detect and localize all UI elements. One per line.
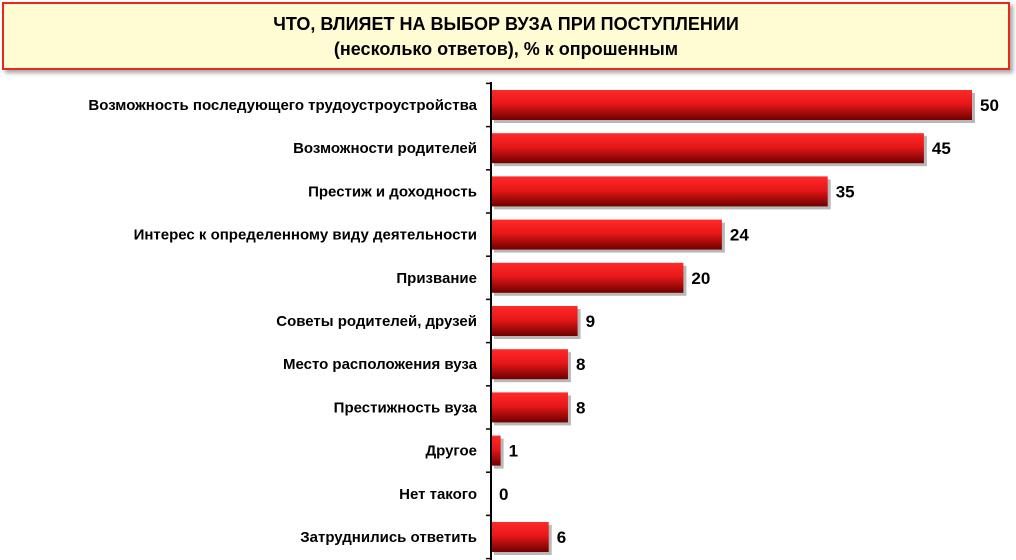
value-label: 8 [576, 398, 585, 417]
chart-subtitle: (несколько ответов), % к опрошенным [333, 39, 679, 59]
value-label: 50 [980, 96, 999, 115]
bar [491, 392, 568, 423]
category-label: Другое [425, 443, 477, 460]
axis-ticks [486, 82, 491, 560]
value-label: 9 [586, 312, 595, 331]
value-label: 20 [691, 269, 710, 288]
bars-layer [491, 90, 975, 555]
value-label: 1 [509, 442, 518, 461]
category-label: Престижность вуза [334, 399, 478, 416]
bar [491, 349, 568, 380]
value-label: 24 [730, 226, 749, 245]
category-label: Нет такого [399, 486, 477, 503]
value-label: 8 [576, 355, 585, 374]
value-label: 6 [557, 528, 566, 547]
bar [491, 176, 828, 207]
bar [491, 90, 972, 120]
category-label: Призвание [396, 270, 477, 287]
category-label: Престиж и доходность [308, 183, 477, 200]
value-label: 0 [499, 485, 508, 504]
category-label: Советы родителей, друзей [276, 313, 477, 330]
bar [491, 262, 684, 293]
category-label: Интерес к определенному виду деятельност… [134, 227, 477, 244]
bar [491, 435, 501, 466]
bar [491, 219, 722, 250]
bar [491, 306, 578, 336]
category-label: Возможности родителей [293, 140, 477, 157]
labels-layer: Возможность последующего трудоустроустро… [88, 96, 999, 547]
category-label: Место расположения вуза [283, 356, 478, 373]
chart-title-box: ЧТО, ВЛИЯЕТ НА ВЫБОР ВУЗА ПРИ ПОСТУПЛЕНИ… [2, 2, 1010, 70]
bar [491, 133, 924, 164]
bar [491, 522, 549, 552]
value-label: 45 [932, 139, 951, 158]
chart-title: ЧТО, ВЛИЯЕТ НА ВЫБОР ВУЗА ПРИ ПОСТУПЛЕНИ… [273, 14, 739, 34]
category-label: Затруднились ответить [300, 529, 477, 546]
value-label: 35 [836, 182, 855, 201]
category-label: Возможность последующего трудоустроустро… [88, 97, 477, 114]
